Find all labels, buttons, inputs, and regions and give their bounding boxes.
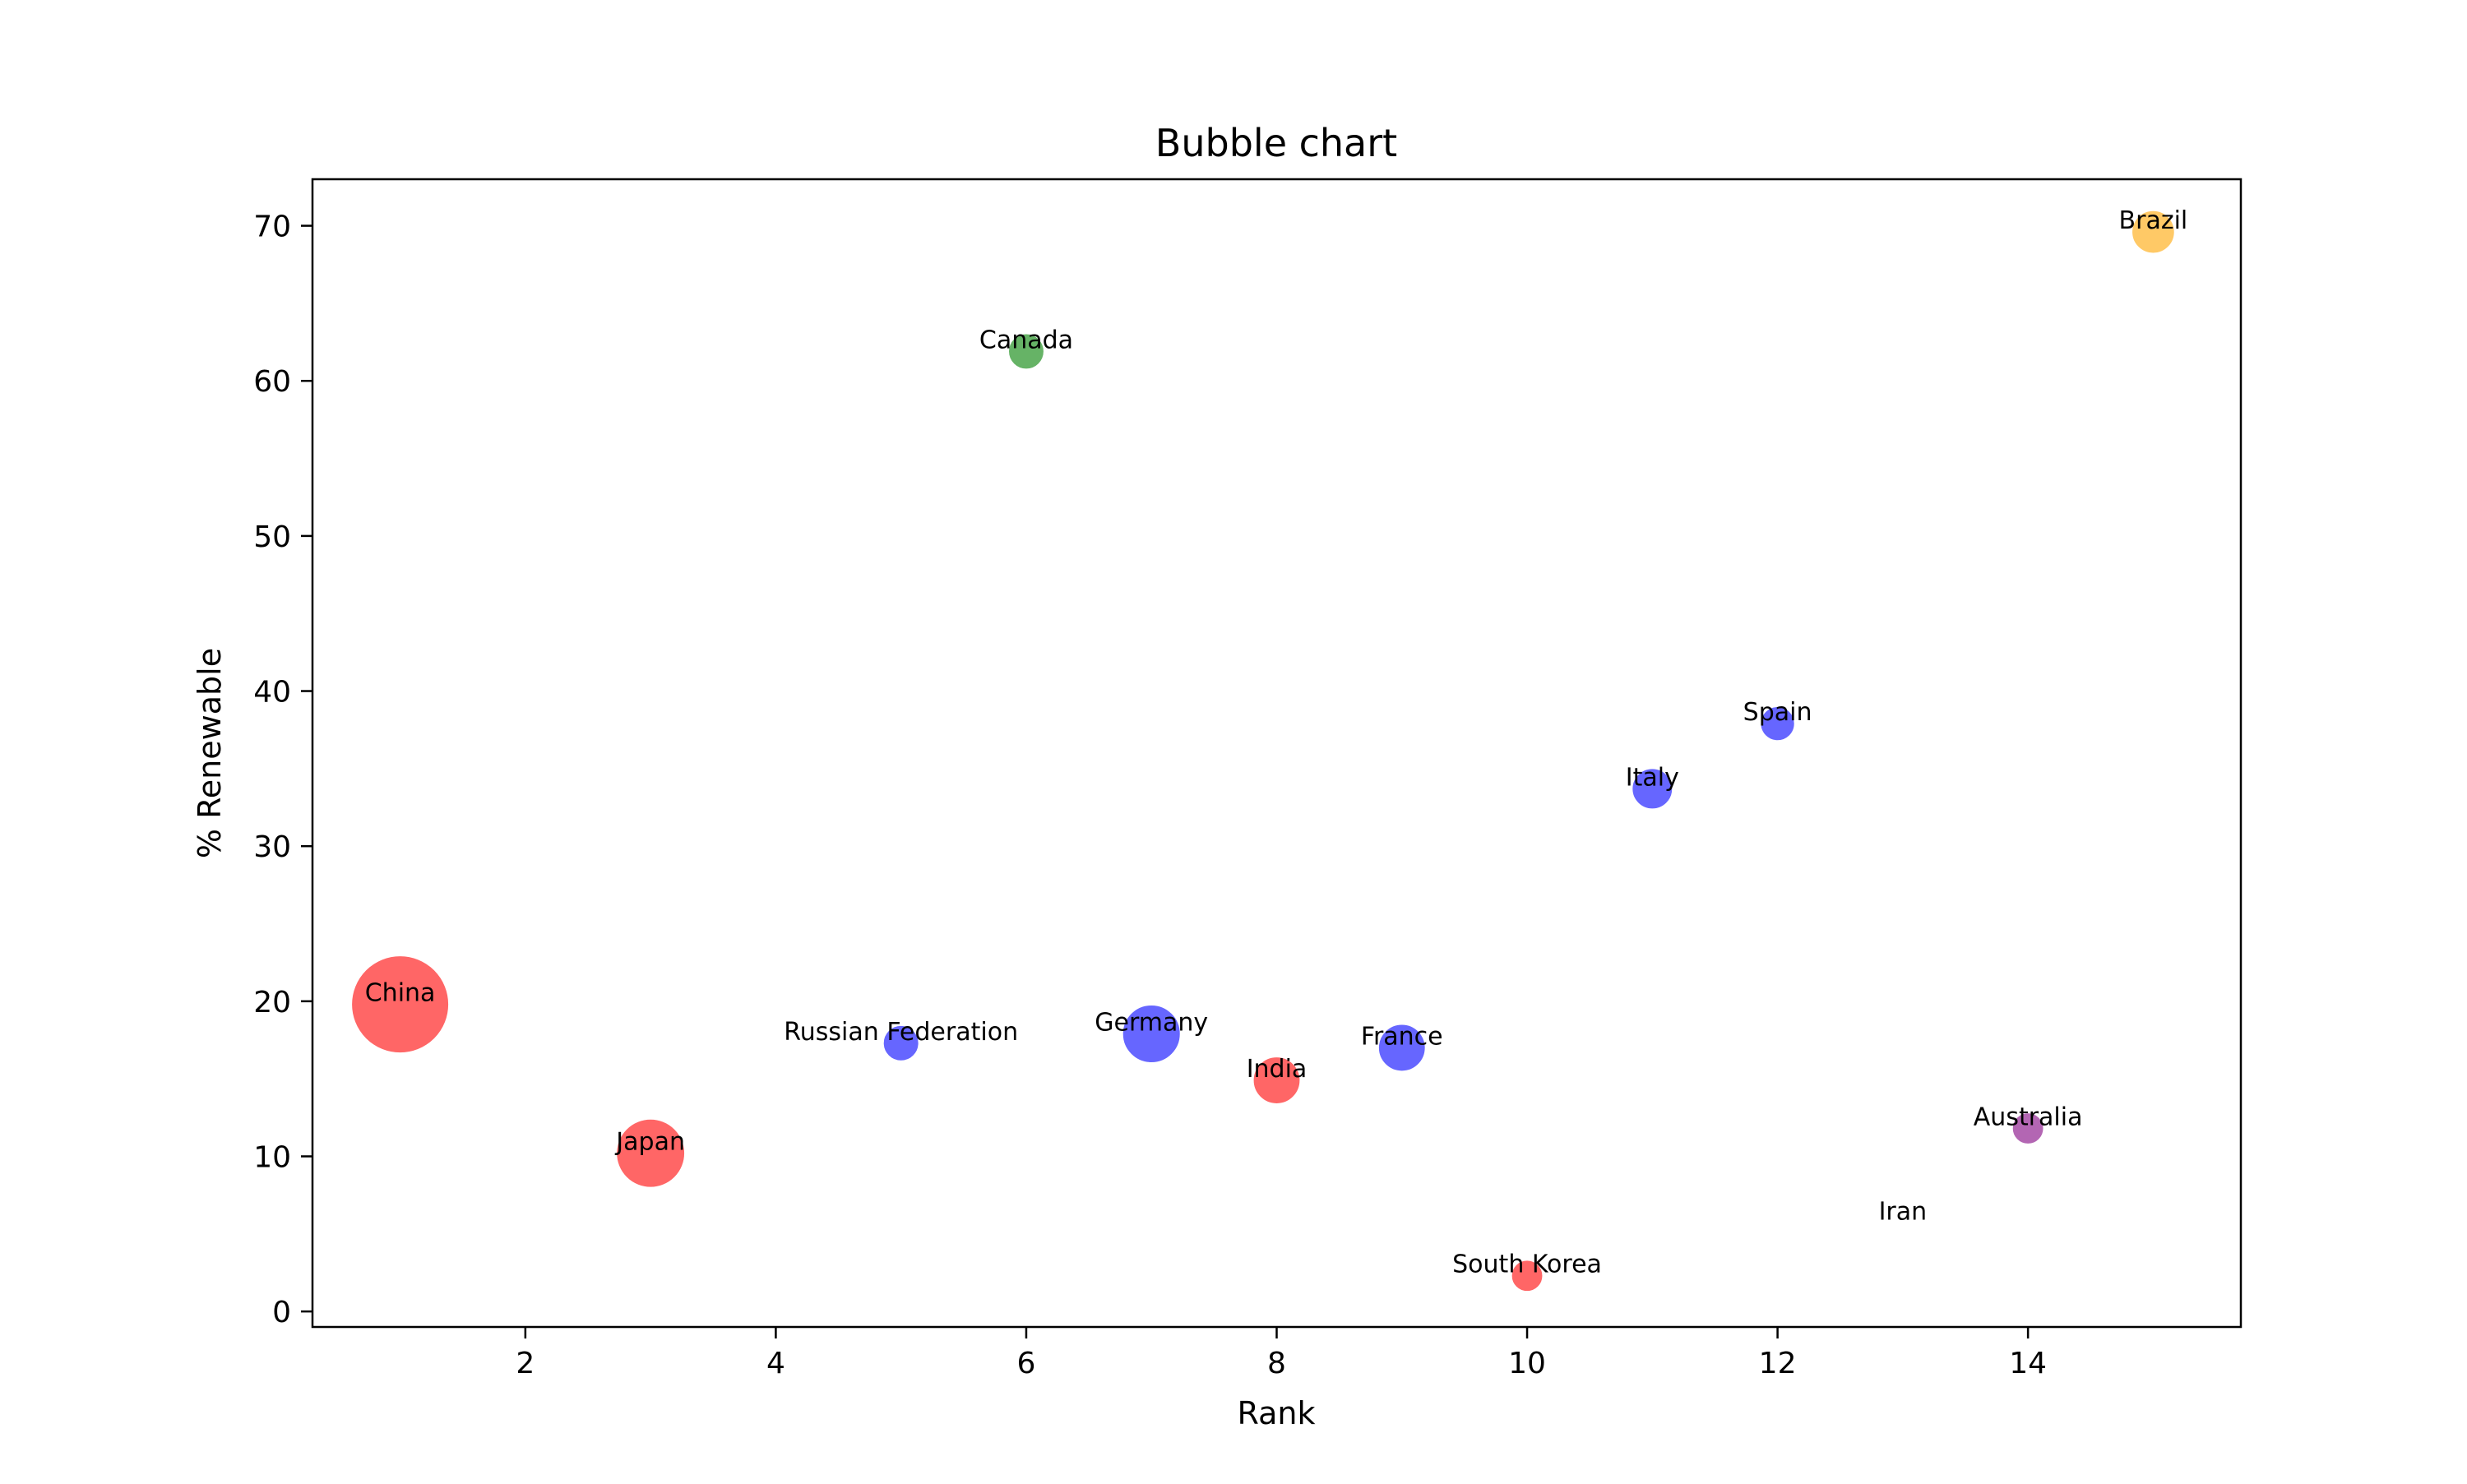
bubbles-layer [349, 208, 2177, 1294]
bubble-label: Brazil [2119, 206, 2188, 235]
chart-title: Bubble chart [1155, 121, 1397, 165]
bubble-point [349, 954, 451, 1056]
x-tick-label: 14 [2009, 1347, 2047, 1380]
x-tick-label: 6 [1017, 1347, 1036, 1380]
bubble-point [1120, 1002, 1183, 1065]
bubble-point [2010, 1111, 2046, 1146]
bubble-label: Iran [1879, 1198, 1928, 1227]
bubble-point [1007, 331, 1046, 372]
bubble-label: China [365, 979, 436, 1008]
y-tick-label: 10 [253, 1140, 291, 1174]
y-tick-label: 60 [253, 365, 291, 399]
x-tick-label: 4 [766, 1347, 785, 1380]
bubble-point [1630, 766, 1675, 811]
bubble-label: Germany [1095, 1008, 1208, 1037]
x-tick-label: 2 [516, 1347, 535, 1380]
x-tick-label: 12 [1759, 1347, 1797, 1380]
x-tick-label: 10 [1508, 1347, 1546, 1380]
bubble-point [2130, 208, 2177, 256]
y-tick-label: 30 [253, 830, 291, 864]
bubble-point [1509, 1258, 1545, 1294]
bubble-point [614, 1116, 687, 1190]
y-tick-label: 70 [253, 210, 291, 244]
bubble-labels-layer: China Japan Russian Federation Canada German… [365, 206, 2188, 1279]
x-axis-ticks: 2 4 6 8 10 12 14 [516, 1327, 2047, 1380]
y-tick-label: 0 [272, 1296, 291, 1329]
bubble-point [881, 1023, 921, 1063]
bubble-label: Canada [979, 326, 1073, 354]
bubble-label: Italy [1626, 763, 1679, 792]
bubble-point [1758, 705, 1797, 743]
bubble-label: South Korea [1452, 1251, 1602, 1279]
bubble-point [1376, 1022, 1428, 1074]
y-tick-label: 40 [253, 676, 291, 710]
bubble-point [1251, 1055, 1303, 1106]
y-tick-label: 20 [253, 986, 291, 1019]
y-axis-label: % Renewable [192, 648, 228, 858]
bubble-label: France [1361, 1022, 1443, 1051]
x-axis-label: Rank [1238, 1395, 1316, 1431]
y-axis-ticks: 0 10 20 30 40 50 60 70 [253, 210, 312, 1329]
bubble-label: Australia [1974, 1103, 2083, 1132]
bubble-label: Russian Federation [784, 1018, 1018, 1047]
bubble-label: Japan [614, 1128, 685, 1157]
bubble-label: India [1247, 1055, 1308, 1084]
x-tick-label: 8 [1267, 1347, 1286, 1380]
y-tick-label: 50 [253, 520, 291, 554]
bubble-label: Spain [1743, 698, 1812, 727]
